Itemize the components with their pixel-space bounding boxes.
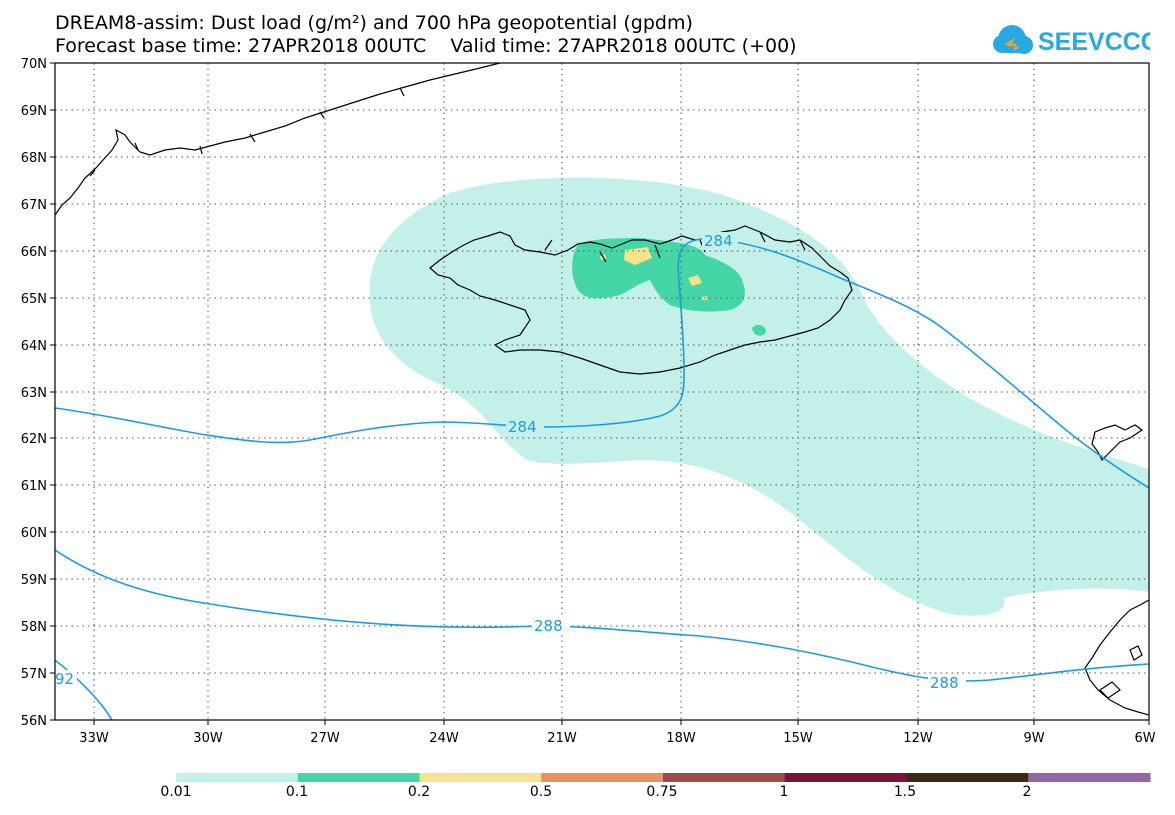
lat-label: 63N bbox=[21, 386, 47, 401]
latitude-labels: 70N 69N 68N 67N 66N 65N 64N 63N 62N 61N … bbox=[21, 57, 47, 729]
lon-label: 24W bbox=[429, 731, 459, 746]
lon-label: 33W bbox=[79, 731, 109, 746]
legend-swatch bbox=[297, 773, 420, 782]
lat-label: 57N bbox=[21, 667, 47, 682]
forecast-time: Forecast base time: 27APR2018 00UTC Vali… bbox=[55, 35, 797, 57]
lat-label: 65N bbox=[21, 292, 47, 307]
lat-label: 70N bbox=[21, 57, 47, 72]
legend-swatch bbox=[541, 773, 664, 782]
geopotential-contours bbox=[55, 238, 1149, 720]
legend-label: 0.01 bbox=[160, 784, 192, 800]
contour-284 bbox=[55, 238, 1149, 489]
contour-labels: 284 284 288 288 92 bbox=[55, 232, 966, 692]
lon-label: 12W bbox=[903, 731, 933, 746]
lat-label: 58N bbox=[21, 620, 47, 635]
legend-swatch bbox=[784, 773, 907, 782]
legend-swatch bbox=[663, 773, 786, 782]
legend-label: 0.5 bbox=[529, 784, 553, 800]
contour-288 bbox=[55, 549, 1149, 682]
lat-label: 69N bbox=[21, 104, 47, 119]
legend-colorbar bbox=[176, 773, 1151, 782]
scotland-coast bbox=[1084, 599, 1149, 716]
dust-region-mid bbox=[572, 238, 745, 312]
longitude-labels: 33W 30W 27W 24W 21W 18W 15W 12W 9W 6W bbox=[79, 731, 1155, 746]
lon-label: 30W bbox=[193, 731, 223, 746]
graticule bbox=[55, 63, 1149, 720]
contour-label: 288 bbox=[930, 674, 959, 692]
faroe-coast bbox=[1091, 424, 1144, 462]
contour-292 bbox=[55, 659, 113, 720]
lat-label: 59N bbox=[21, 573, 47, 588]
lat-label: 61N bbox=[21, 479, 47, 494]
contour-label: 92 bbox=[55, 670, 74, 688]
lon-label: 9W bbox=[1023, 731, 1044, 746]
cloud-icon bbox=[993, 25, 1033, 54]
lat-label: 64N bbox=[21, 339, 47, 354]
svg-text:SEEVCCC: SEEVCCC bbox=[1038, 28, 1150, 56]
legend-swatch bbox=[176, 773, 299, 782]
legend-label: 0.2 bbox=[407, 784, 431, 800]
lat-label: 56N bbox=[21, 714, 47, 729]
legend-swatch bbox=[1028, 773, 1151, 782]
lat-label: 60N bbox=[21, 526, 47, 541]
map-title: DREAM8-assim: Dust load (g/m²) and 700 h… bbox=[55, 12, 693, 34]
legend-swatch bbox=[419, 773, 542, 782]
dust-region-low bbox=[369, 177, 1149, 616]
lon-label: 21W bbox=[547, 731, 577, 746]
lat-label: 67N bbox=[21, 198, 47, 213]
lat-label: 68N bbox=[21, 151, 47, 166]
contour-label: 284 bbox=[704, 232, 733, 250]
legend-label: 0.1 bbox=[285, 784, 309, 800]
legend-label: 2 bbox=[1022, 784, 1032, 800]
lon-label: 15W bbox=[783, 731, 813, 746]
lat-label: 62N bbox=[21, 432, 47, 447]
contour-label: 284 bbox=[508, 418, 537, 436]
legend-label: 1.5 bbox=[893, 784, 917, 800]
legend-swatch bbox=[906, 773, 1029, 782]
lon-label: 18W bbox=[666, 731, 696, 746]
lat-label: 66N bbox=[21, 245, 47, 260]
contour-label: 288 bbox=[534, 617, 563, 635]
lon-label: 27W bbox=[310, 731, 340, 746]
legend-label: 0.75 bbox=[646, 784, 678, 800]
seevccc-logo: SEEVCCC bbox=[993, 25, 1150, 56]
legend-label: 1 bbox=[779, 784, 789, 800]
lon-label: 6W bbox=[1134, 731, 1155, 746]
